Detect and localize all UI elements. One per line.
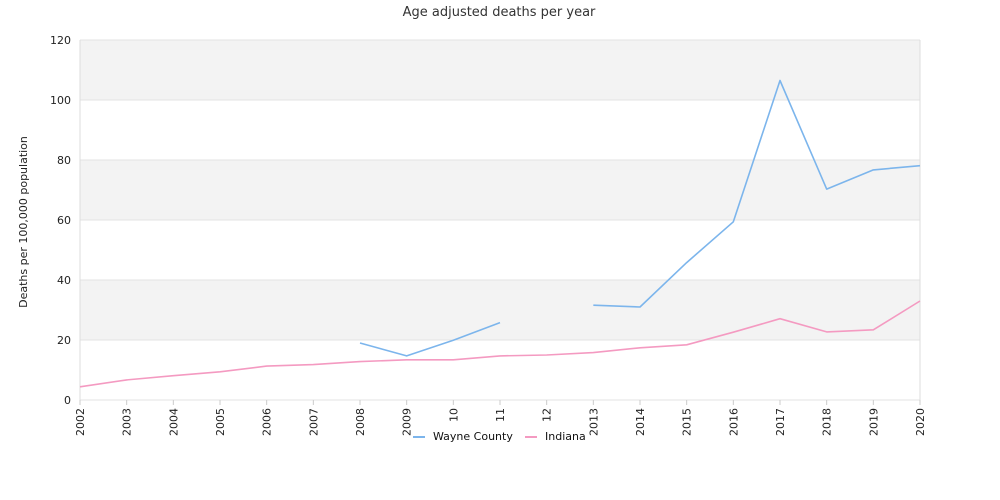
y-tick-label: 100 xyxy=(50,94,71,107)
x-tick-label: 2008 xyxy=(354,408,367,436)
y-tick-label: 40 xyxy=(57,274,71,287)
x-tick-label: 2004 xyxy=(167,408,180,436)
plot-band xyxy=(80,280,920,340)
x-tick-label: 2002 xyxy=(74,408,87,436)
x-tick-label: 2005 xyxy=(214,408,227,436)
y-tick-label: 20 xyxy=(57,334,71,347)
x-tick-label: 2020 xyxy=(914,408,927,436)
legend-item[interactable]: Indiana xyxy=(525,430,586,443)
series-line xyxy=(79,300,921,388)
y-tick-label: 60 xyxy=(57,214,71,227)
legend[interactable]: Wayne County Indiana xyxy=(413,430,586,443)
y-tick-label: 0 xyxy=(64,394,71,407)
y-axis: 0 20 40 60 80 100 120 xyxy=(50,34,71,407)
x-tick-label: 12 xyxy=(541,408,554,422)
series-layer xyxy=(79,79,921,388)
y-tick-label: 80 xyxy=(57,154,71,167)
x-tick-label: 2013 xyxy=(587,408,600,436)
plot-band xyxy=(80,160,920,220)
series-indiana xyxy=(79,300,921,388)
chart-title: Age adjusted deaths per year xyxy=(403,5,596,20)
x-tick-label: 2017 xyxy=(774,408,787,436)
y-tick-label: 120 xyxy=(50,34,71,47)
series-wayne-county xyxy=(359,79,921,357)
grid-lines xyxy=(79,39,921,401)
x-tick-label: 2006 xyxy=(261,408,274,436)
x-tick-label: 2009 xyxy=(401,408,414,436)
x-tick-label: 11 xyxy=(494,408,507,422)
legend-item[interactable]: Wayne County xyxy=(413,430,513,443)
x-axis: 2002 2003 2004 2005 2006 2007 2008 2009 10 11 12 20… xyxy=(74,400,927,436)
series-line xyxy=(593,79,921,308)
plot-band xyxy=(80,40,920,100)
x-tick-label: 10 xyxy=(447,408,460,422)
plot-bands xyxy=(80,40,920,340)
x-tick-label: 2007 xyxy=(307,408,320,436)
x-tick-label: 2014 xyxy=(634,408,647,436)
series-line xyxy=(359,321,501,357)
y-axis-label: Deaths per 100,000 population xyxy=(17,136,30,308)
x-tick-label: 2015 xyxy=(681,408,694,436)
legend-label: Wayne County xyxy=(433,430,513,443)
x-tick-label: 2003 xyxy=(121,408,134,436)
x-tick-label: 2018 xyxy=(821,408,834,436)
x-tick-label: 2016 xyxy=(727,408,740,436)
legend-label: Indiana xyxy=(545,430,586,443)
x-tick-label: 2019 xyxy=(867,408,880,436)
